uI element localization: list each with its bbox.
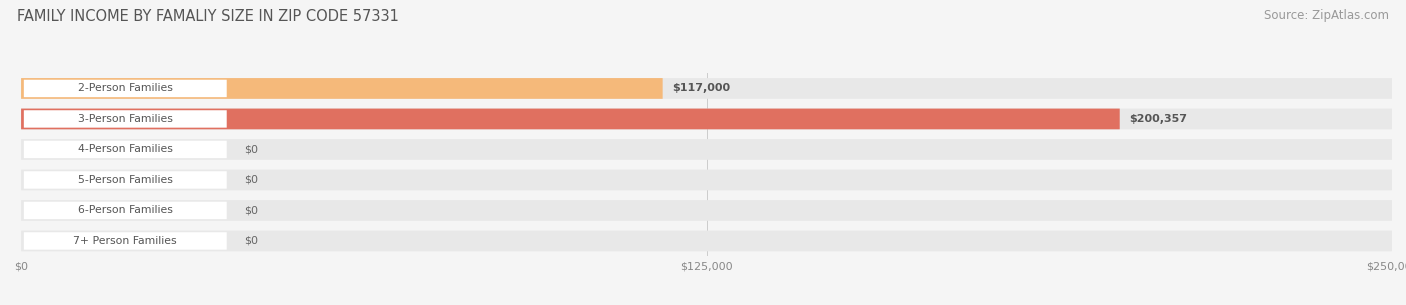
Text: FAMILY INCOME BY FAMALIY SIZE IN ZIP CODE 57331: FAMILY INCOME BY FAMALIY SIZE IN ZIP COD…	[17, 9, 399, 24]
FancyBboxPatch shape	[21, 78, 1392, 99]
FancyBboxPatch shape	[21, 109, 1119, 129]
FancyBboxPatch shape	[21, 200, 1392, 221]
FancyBboxPatch shape	[21, 139, 1392, 160]
FancyBboxPatch shape	[24, 202, 226, 219]
FancyBboxPatch shape	[21, 109, 1392, 129]
Text: $0: $0	[245, 145, 259, 154]
FancyBboxPatch shape	[24, 110, 226, 128]
Text: 2-Person Families: 2-Person Families	[77, 84, 173, 93]
Text: $0: $0	[245, 175, 259, 185]
FancyBboxPatch shape	[21, 78, 662, 99]
Text: $200,357: $200,357	[1129, 114, 1187, 124]
Text: Source: ZipAtlas.com: Source: ZipAtlas.com	[1264, 9, 1389, 22]
Text: $117,000: $117,000	[672, 84, 730, 93]
FancyBboxPatch shape	[24, 171, 226, 189]
Text: 3-Person Families: 3-Person Families	[77, 114, 173, 124]
Text: 6-Person Families: 6-Person Families	[77, 206, 173, 215]
Text: 5-Person Families: 5-Person Families	[77, 175, 173, 185]
FancyBboxPatch shape	[24, 232, 226, 250]
Text: 7+ Person Families: 7+ Person Families	[73, 236, 177, 246]
Text: 4-Person Families: 4-Person Families	[77, 145, 173, 154]
FancyBboxPatch shape	[21, 231, 1392, 251]
FancyBboxPatch shape	[24, 141, 226, 158]
Text: $0: $0	[245, 206, 259, 215]
FancyBboxPatch shape	[24, 80, 226, 97]
Text: $0: $0	[245, 236, 259, 246]
FancyBboxPatch shape	[21, 170, 1392, 190]
